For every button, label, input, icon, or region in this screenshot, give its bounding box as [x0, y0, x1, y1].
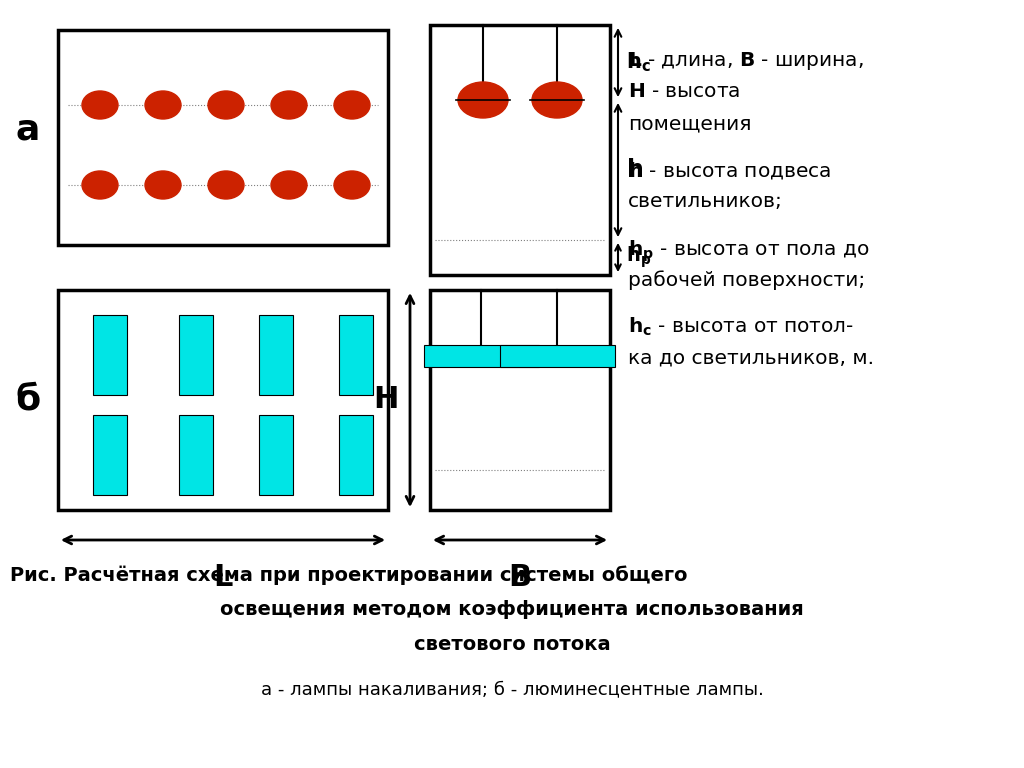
Text: помещения: помещения: [628, 114, 752, 133]
Text: $\mathbf{H}$: $\mathbf{H}$: [373, 386, 397, 415]
Bar: [93, 415, 127, 495]
Text: $\mathbf{L}$ - длина, $\mathbf{B}$ - ширина,: $\mathbf{L}$ - длина, $\mathbf{B}$ - шир…: [628, 50, 864, 72]
Ellipse shape: [532, 82, 582, 118]
Text: $\mathbf{h_c}$ - высота от потол-: $\mathbf{h_c}$ - высота от потол-: [628, 316, 854, 338]
Ellipse shape: [334, 171, 370, 199]
Bar: [500, 345, 615, 367]
Ellipse shape: [208, 171, 244, 199]
Bar: [424, 345, 539, 367]
Text: $\mathbf{h_p}$ - высота от пола до: $\mathbf{h_p}$ - высота от пола до: [628, 238, 869, 263]
Ellipse shape: [458, 82, 508, 118]
Ellipse shape: [271, 91, 307, 119]
Text: б: б: [15, 383, 41, 417]
Text: а - лампы накаливания; б - люминесцентные лампы.: а - лампы накаливания; б - люминесцентны…: [260, 680, 764, 698]
Ellipse shape: [145, 91, 181, 119]
Ellipse shape: [82, 91, 118, 119]
Text: светового потока: светового потока: [414, 635, 610, 654]
Ellipse shape: [271, 171, 307, 199]
Text: $\mathbf{h}$: $\mathbf{h}$: [626, 158, 643, 182]
Bar: [339, 415, 373, 495]
Bar: [259, 415, 293, 495]
Bar: [93, 315, 127, 395]
Bar: [339, 315, 373, 395]
Text: светильников;: светильников;: [628, 192, 783, 211]
Text: рабочей поверхности;: рабочей поверхности;: [628, 270, 865, 290]
Bar: [58, 290, 388, 510]
Text: а: а: [15, 113, 40, 147]
Bar: [179, 315, 213, 395]
Text: ка до светильников, м.: ка до светильников, м.: [628, 348, 874, 367]
Ellipse shape: [334, 91, 370, 119]
Text: $\mathbf{L}$: $\mathbf{L}$: [213, 564, 233, 592]
Bar: [179, 415, 213, 495]
Text: $\mathbf{h_c}$: $\mathbf{h_c}$: [626, 50, 651, 74]
Text: $\mathbf{B}$: $\mathbf{B}$: [509, 564, 531, 592]
Ellipse shape: [145, 171, 181, 199]
Bar: [430, 290, 610, 510]
Text: $\mathbf{h_p}$: $\mathbf{h_p}$: [626, 244, 651, 270]
Bar: [430, 25, 610, 275]
Bar: [58, 30, 388, 245]
Text: $\mathbf{H}$ - высота: $\mathbf{H}$ - высота: [628, 82, 740, 101]
Ellipse shape: [208, 91, 244, 119]
Ellipse shape: [82, 171, 118, 199]
Text: освещения методом коэффициента использования: освещения методом коэффициента использов…: [220, 600, 804, 619]
Text: Рис. Расчётная схема при проектировании системы общего: Рис. Расчётная схема при проектировании …: [10, 565, 687, 584]
Bar: [259, 315, 293, 395]
Text: $\mathbf{h}$ - высота подвеса: $\mathbf{h}$ - высота подвеса: [628, 160, 831, 181]
